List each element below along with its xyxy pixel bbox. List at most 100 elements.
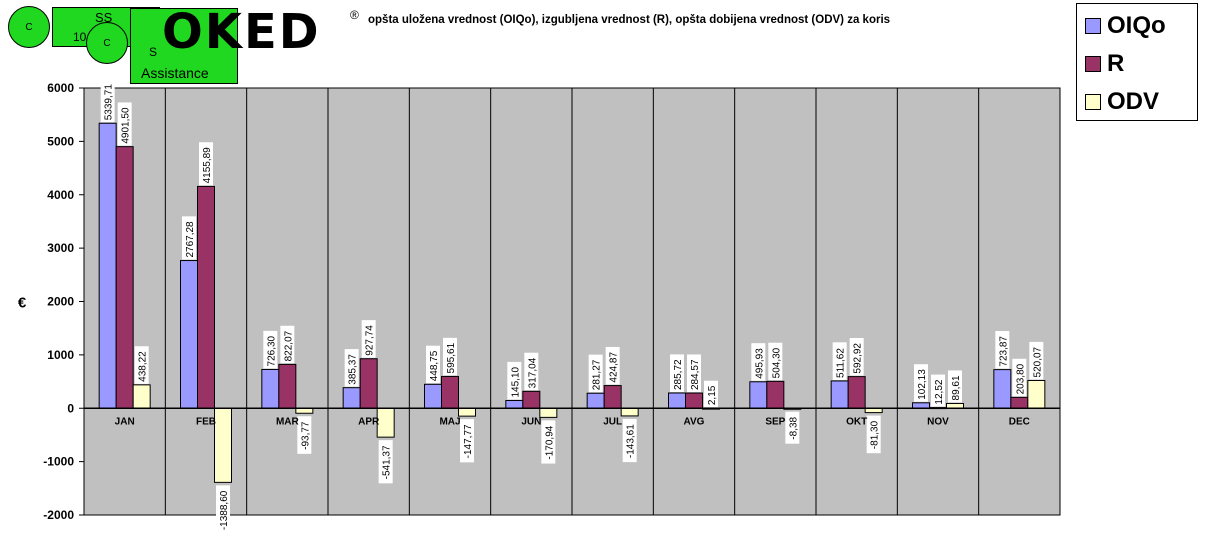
bar-oiqo [505,400,524,409]
value-label-bg [280,325,295,364]
value-label-bg [832,342,847,380]
bar-r [359,358,378,409]
value-label-bg [995,331,1010,369]
y-tick-label: 3000 [47,241,74,255]
badge-mid-text: 10 [73,30,87,44]
bar-r [115,146,134,409]
bar-r [847,376,866,409]
value-label-bg [297,416,312,454]
bar-oiqo [830,380,849,409]
legend-swatch-r [1085,56,1101,72]
value-label-bg [785,411,800,444]
value-label: 2,15 [707,385,718,405]
y-tick-label: -2000 [43,508,74,522]
bar-oiqo [180,260,198,409]
legend-item-odv: ODV [1085,90,1159,114]
value-label: 89,61 [951,375,962,400]
y-tick-label: 4000 [47,188,74,202]
bar-r [603,385,622,409]
category-label: DEC [1009,416,1030,427]
category-label: APR [358,416,380,427]
legend-label-oiqo: OIQo [1107,12,1166,39]
legend-label-odv: ODV [1107,88,1160,115]
value-label-bg [460,419,474,463]
value-label-bg [605,346,620,385]
y-axis-label: € [18,295,27,312]
legend-swatch-oiqo [1085,18,1101,34]
value-label-bg [768,342,783,381]
legend-swatch-odv [1085,94,1101,110]
value-label: 927,74 [365,325,376,356]
bar-r [278,363,297,409]
bar-odv [1027,379,1046,409]
value-label-bg [378,440,393,484]
value-label: 822,07 [283,330,294,361]
value-label: 284,57 [690,359,701,390]
value-label-bg [1029,341,1044,380]
value-label: 285,72 [673,359,684,390]
value-label-bg [216,485,230,535]
value-label: 281,27 [592,359,603,390]
category-label: SEP [765,416,785,427]
bar-oiqo [424,383,442,409]
value-label-bg [361,320,376,358]
value-label: 511,62 [836,348,847,378]
assistance-badge: S Assistance [130,8,238,84]
value-label: 448,75 [429,350,440,381]
badge-ss-text: SS [95,10,113,25]
value-label: 385,37 [348,354,359,385]
legend-item-oiqo: OIQo [1085,14,1166,38]
value-label: -147,77 [463,424,474,458]
bar-oiqo [668,392,686,409]
value-label: 5339,71 [104,84,115,121]
bar-odv [295,407,314,414]
value-label-bg [182,216,196,260]
bar-r [197,185,215,409]
value-label: 520,07 [1032,346,1043,377]
bar-odv [539,407,558,418]
bar-odv [214,407,232,483]
value-label-bg [622,418,637,463]
value-label-bg [948,370,962,403]
bar-r [766,380,785,409]
bar-odv [132,384,151,409]
c-circle-icon: C [8,6,50,48]
value-label: 592,92 [853,343,864,374]
bar-r [441,375,459,409]
value-label-bg [443,337,457,376]
c-circle-icon-2: C [86,22,128,64]
category-label: MAJ [439,416,460,427]
value-label-bg [524,352,539,391]
category-label: OKT [846,416,867,427]
value-label: -93,77 [300,421,311,450]
bar-oiqo [261,368,280,409]
category-label: JAN [115,416,135,427]
value-label-bg [1012,358,1027,397]
value-label-bg [687,354,701,393]
value-label-bg [100,79,115,123]
y-tick-label: 6000 [47,81,74,95]
y-tick-label: -1000 [43,455,74,469]
value-label: 495,93 [754,348,765,379]
badge-s-text: S [149,45,158,59]
value-label-bg [344,349,359,387]
chart-legend: OIQo R ODV [1076,3,1198,121]
value-label-bg [199,142,213,186]
value-label-bg [704,380,718,408]
chart-title: opšta uložena vrednost (OIQo), izgubljen… [368,14,891,26]
bar-r [685,392,703,409]
value-label: 12,52 [934,379,945,404]
bar-oiqo [342,387,361,409]
value-label: -81,30 [870,420,881,449]
value-label: -170,94 [544,425,555,459]
y-tick-label: 5000 [47,134,74,148]
category-label: NOV [927,416,949,427]
value-label: 317,04 [527,357,538,388]
bar-odv [620,407,639,417]
value-label-bg [670,354,684,392]
category-label: FEB [196,416,216,427]
value-label-bg [866,415,881,454]
value-label-bg [263,330,278,369]
value-label-bg [914,364,928,402]
